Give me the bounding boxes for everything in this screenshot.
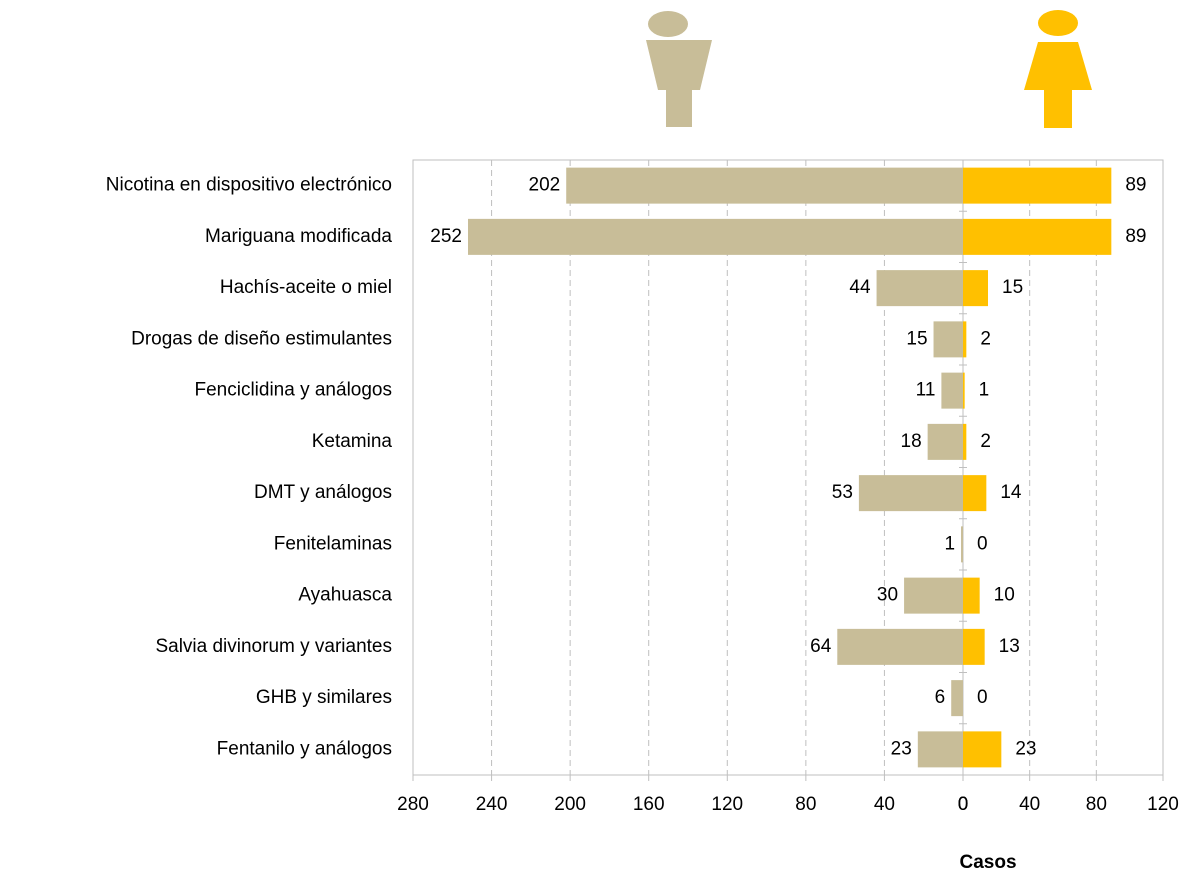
x-tick-label: 280: [397, 794, 429, 815]
value-label: 18: [901, 431, 922, 452]
bar: [961, 526, 963, 563]
bar: [963, 577, 980, 614]
bar: [837, 628, 963, 665]
bar: [963, 167, 1112, 204]
x-axis-label: Casos: [959, 852, 1016, 873]
bar: [468, 218, 963, 255]
value-label: 11: [916, 380, 936, 401]
category-label: Salvia divinorum y variantes: [155, 636, 392, 657]
bar: [963, 731, 1002, 768]
plot-frame: [412, 159, 1164, 776]
x-tick-label: 160: [633, 794, 665, 815]
category-label: Hachís-aceite o miel: [220, 277, 392, 298]
bar: [876, 270, 963, 307]
value-label: 89: [1125, 226, 1146, 247]
category-label: Fenitelaminas: [274, 533, 392, 554]
bar: [566, 167, 963, 204]
bar: [927, 423, 963, 460]
bar: [941, 372, 963, 409]
value-label: 15: [1002, 277, 1023, 298]
bar: [963, 270, 988, 307]
category-label: Mariguana modificada: [205, 226, 392, 247]
value-label: 14: [1000, 482, 1022, 503]
value-label: 0: [977, 687, 988, 708]
category-label: Drogas de diseño estimulantes: [131, 328, 392, 349]
value-label: 30: [877, 585, 898, 606]
female-icon: [1024, 10, 1092, 128]
value-label: 1: [979, 380, 990, 401]
value-label: 15: [906, 328, 927, 349]
x-tick-label: 200: [554, 794, 586, 815]
value-label: 2: [980, 431, 991, 452]
bar: [904, 577, 963, 614]
x-tick-label: 120: [711, 794, 743, 815]
value-label: 252: [430, 226, 462, 247]
value-label: 0: [977, 533, 988, 554]
bar: [933, 321, 963, 358]
value-label: 44: [849, 277, 871, 298]
bar: [963, 372, 965, 409]
category-label: Ketamina: [312, 431, 393, 452]
category-label: Ayahuasca: [298, 585, 392, 606]
bar: [963, 218, 1112, 255]
x-tick-label: 80: [1086, 794, 1107, 815]
value-label: 53: [832, 482, 853, 503]
value-label: 1: [944, 533, 955, 554]
x-tick-label: 0: [958, 794, 969, 815]
value-label: 23: [891, 738, 912, 759]
bar: [963, 475, 987, 512]
bar: [963, 628, 985, 665]
value-label: 10: [994, 585, 1015, 606]
bar: [951, 680, 963, 717]
value-label: 64: [810, 636, 832, 657]
x-tick-label: 240: [476, 794, 508, 815]
bar: [858, 475, 963, 512]
category-label: Fenciclidina y análogos: [194, 380, 392, 401]
value-label: 13: [999, 636, 1020, 657]
category-label: Fentanilo y análogos: [217, 738, 392, 759]
category-label: DMT y análogos: [254, 482, 392, 503]
x-tick-label: 80: [795, 794, 816, 815]
category-label: GHB y similares: [256, 687, 392, 708]
value-label: 2: [980, 328, 991, 349]
category-label: Nicotina en dispositivo electrónico: [106, 175, 392, 196]
value-label: 202: [529, 175, 561, 196]
bar: [917, 731, 963, 768]
value-label: 23: [1015, 738, 1036, 759]
bar: [963, 321, 967, 358]
value-label: 89: [1125, 175, 1146, 196]
value-label: 6: [935, 687, 946, 708]
bar: [963, 423, 967, 460]
x-tick-label: 40: [874, 794, 895, 815]
male-icon: [646, 11, 712, 127]
x-tick-label: 40: [1019, 794, 1040, 815]
x-tick-label: 0: [958, 794, 969, 815]
x-tick-label: 120: [1147, 794, 1179, 815]
